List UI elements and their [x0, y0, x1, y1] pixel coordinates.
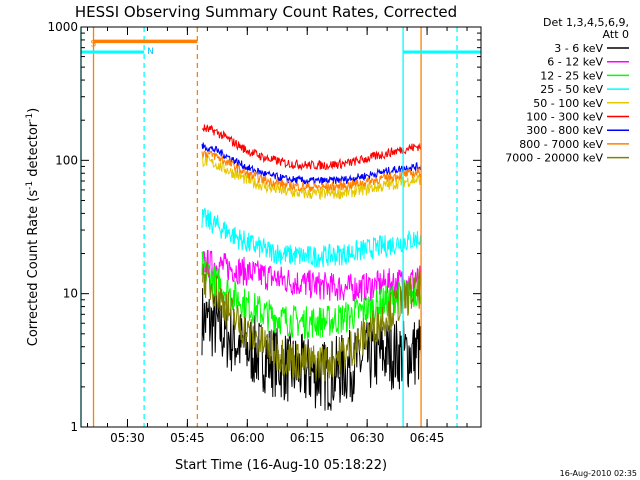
- y-tick-label: 100: [55, 153, 78, 167]
- x-axis-label: Start Time (16-Aug-10 05:18:22): [175, 458, 387, 473]
- x-tick-label: 05:30: [110, 431, 145, 445]
- legend-header-detectors: Det 1,3,4,5,6,9,: [543, 16, 629, 29]
- y-tick-label: 1: [70, 420, 78, 434]
- y-axis-label-part: Corrected Count Rate (s: [26, 190, 41, 347]
- x-tick-label: 06:30: [350, 431, 385, 445]
- chart-title: HESSI Observing Summary Count Rates, Cor…: [75, 3, 457, 21]
- y-axis-label-part: -1: [25, 181, 35, 190]
- x-tick-label: 05:45: [170, 431, 205, 445]
- series-line-4: [201, 155, 422, 201]
- x-tick-label: 06:15: [290, 431, 325, 445]
- series-line-2: [201, 251, 422, 340]
- legend-label-4: 50 - 100 keV: [533, 97, 603, 110]
- x-tick-label: 06:00: [230, 431, 265, 445]
- legend-label-2: 12 - 25 keV: [540, 69, 603, 82]
- plot-frame: [80, 26, 482, 428]
- series-line-3: [201, 207, 422, 268]
- y-axis-label: Corrected Count Rate (s-1 detector-1): [25, 108, 41, 346]
- footer-timestamp: 16-Aug-2010 02:35: [560, 469, 637, 478]
- y-axis-label-part: -1: [25, 113, 35, 122]
- series-line-5: [201, 124, 422, 171]
- series-line-7: [201, 149, 422, 193]
- legend-label-0: 3 - 6 keV: [554, 42, 603, 55]
- series-line-8: [201, 260, 422, 382]
- x-tick-label: 06:45: [410, 431, 445, 445]
- y-tick-label: 10: [63, 287, 78, 301]
- y-axis-label-part: detector: [26, 121, 41, 181]
- legend-label-7: 800 - 7000 keV: [519, 138, 603, 151]
- legend-header-attenuator: Att 0: [603, 28, 629, 41]
- legend-label-6: 300 - 800 keV: [526, 124, 603, 137]
- y-axis-label-part: ): [26, 108, 41, 113]
- y-tick-label: 1000: [47, 20, 78, 34]
- legend-label-5: 100 - 300 keV: [526, 111, 603, 124]
- series-line-1: [201, 249, 422, 302]
- axes: 1 10 100 1000 05:30 05:45 06:00 06:15 06:30 06:45: [47, 20, 482, 445]
- legend-label-8: 7000 - 20000 keV: [505, 152, 603, 165]
- night-flag-label: N: [147, 47, 154, 57]
- flag-lines: SN: [80, 27, 481, 427]
- series-line-6: [201, 142, 422, 186]
- saa-flag-label: S: [91, 39, 97, 49]
- legend-label-1: 6 - 12 keV: [547, 56, 603, 69]
- plot-area: [201, 124, 422, 411]
- legend-label-3: 25 - 50 keV: [540, 83, 603, 96]
